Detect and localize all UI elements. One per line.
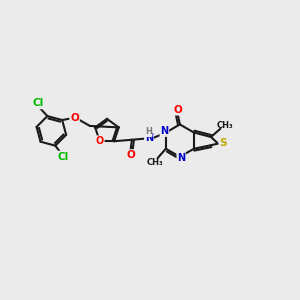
Text: N: N <box>160 126 168 136</box>
Text: N: N <box>177 153 185 163</box>
Text: H: H <box>145 127 152 136</box>
Text: O: O <box>173 105 182 115</box>
Text: CH₃: CH₃ <box>147 158 164 167</box>
Text: Cl: Cl <box>57 152 68 161</box>
Text: CH₃: CH₃ <box>217 121 233 130</box>
Text: O: O <box>70 113 79 123</box>
Text: N: N <box>145 133 153 143</box>
Text: S: S <box>219 138 227 148</box>
Text: O: O <box>126 150 135 160</box>
Text: O: O <box>95 136 104 146</box>
Text: Cl: Cl <box>32 98 43 108</box>
